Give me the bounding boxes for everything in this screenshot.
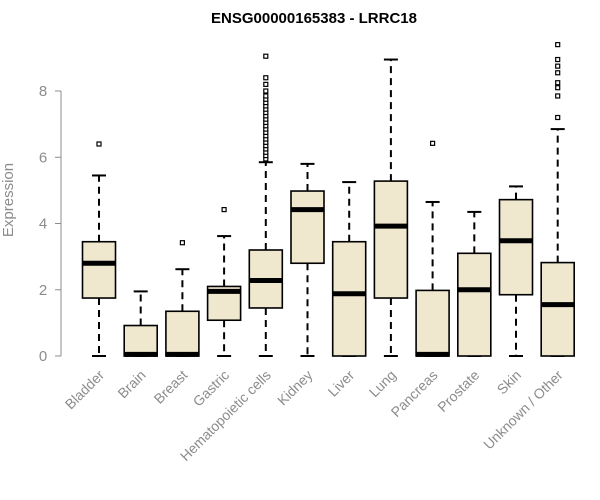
boxes — [81, 42, 576, 357]
box-gastric — [206, 206, 242, 357]
outlier-point — [555, 93, 561, 99]
box-skin — [498, 185, 534, 357]
box-iqr — [456, 252, 492, 357]
y-tick-label: 2 — [39, 282, 47, 299]
box-iqr — [331, 240, 367, 357]
box-iqr — [540, 261, 576, 357]
x-tick-label: Brain — [114, 367, 148, 401]
box-liver — [331, 181, 367, 357]
x-tick-label: Lung — [366, 367, 399, 400]
outlier-point — [263, 53, 269, 59]
x-tick-label: Unknown / Other — [480, 367, 566, 453]
outlier-point — [555, 63, 561, 69]
box-bladder — [81, 141, 117, 357]
outlier-point — [263, 81, 269, 87]
outlier-point — [179, 240, 185, 246]
y-tick-label: 0 — [39, 348, 47, 365]
outlier-point — [555, 80, 561, 86]
x-tick-label: Prostate — [434, 367, 482, 415]
y-tick-label: 8 — [39, 83, 47, 100]
outlier-point — [96, 141, 102, 147]
box-kidney — [290, 162, 325, 357]
outlier-point — [555, 85, 561, 91]
box-iqr — [123, 324, 158, 357]
box-pancreas — [415, 140, 450, 357]
outlier-point — [263, 88, 269, 94]
chart-title: ENSG00000165383 - LRRC18 — [211, 10, 417, 27]
outlier-point — [555, 42, 561, 48]
x-tick-label: Breast — [151, 367, 191, 407]
box-breast — [165, 240, 200, 357]
box-lung — [373, 58, 409, 357]
y-tick-label: 6 — [39, 149, 47, 166]
x-tick-label: Liver — [325, 367, 358, 400]
outlier-point — [263, 75, 269, 81]
box-prostate — [456, 210, 492, 357]
outlier-point — [430, 140, 436, 146]
box-iqr — [165, 310, 200, 357]
box-iqr — [415, 289, 450, 357]
box-unknown-other — [540, 42, 576, 357]
x-tick-label: Skin — [494, 367, 525, 398]
y-axis: 0 2 4 6 8 — [39, 83, 62, 365]
x-tick-label: Bladder — [62, 367, 108, 413]
y-tick-label: 4 — [39, 216, 47, 233]
box-iqr — [373, 180, 409, 299]
box-hematopoietic-cells — [248, 53, 284, 357]
box-iqr — [81, 240, 117, 299]
box-brain — [123, 290, 158, 357]
box-iqr — [498, 198, 534, 296]
box-iqr — [290, 190, 325, 265]
outlier-point — [221, 206, 227, 213]
y-axis-label: Expression — [0, 163, 17, 237]
outlier-point — [555, 114, 561, 121]
outlier-point — [555, 70, 561, 76]
outlier-point — [555, 56, 561, 63]
x-tick-label: Kidney — [274, 367, 316, 409]
outlier-point — [263, 93, 269, 99]
